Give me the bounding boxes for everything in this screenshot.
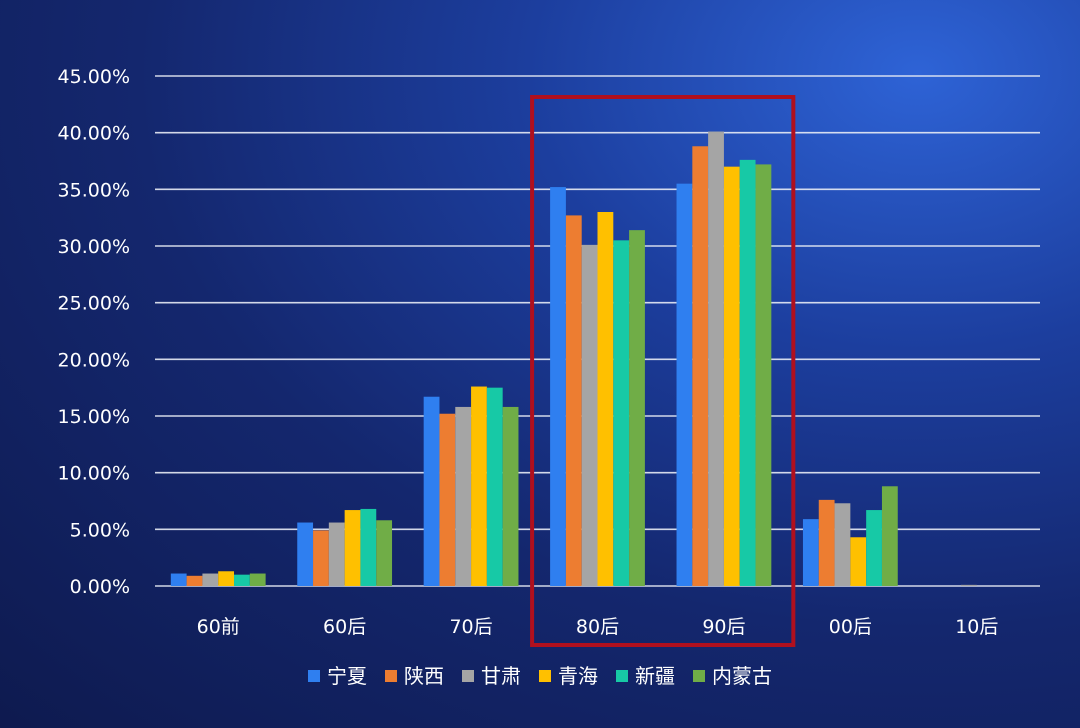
bar-内蒙古-70后	[502, 406, 519, 586]
y-tick-label: 15.00%	[58, 406, 130, 428]
y-tick-label: 10.00%	[58, 463, 130, 485]
bar-新疆-80后	[613, 240, 630, 587]
x-tick-label: 70后	[449, 616, 492, 638]
bar-甘肃-60前	[202, 573, 219, 586]
bar-陕西-60前	[186, 575, 203, 586]
y-tick-label: 35.00%	[58, 179, 130, 201]
bar-青海-80后	[597, 212, 614, 586]
bar-青海-70后	[471, 386, 487, 586]
legend-label: 新疆	[635, 664, 675, 688]
bar-宁夏-80后	[550, 187, 566, 587]
x-tick-label: 60前	[197, 616, 240, 638]
legend-label: 宁夏	[327, 664, 367, 688]
legend-swatch	[385, 670, 397, 682]
y-tick-label: 20.00%	[58, 349, 130, 371]
bar-青海-60前	[218, 571, 235, 586]
bar-甘肃-80后	[581, 244, 598, 586]
highlight-rectangle	[530, 95, 796, 647]
bar-甘肃-60后	[328, 522, 345, 586]
bar-新疆-00后	[866, 510, 882, 586]
bar-内蒙古-90后	[755, 164, 772, 586]
bar-内蒙古-60后	[376, 520, 393, 586]
legend-label: 青海	[558, 664, 598, 688]
x-tick-label: 10后	[955, 616, 998, 638]
bar-陕西-70后	[439, 413, 456, 586]
x-tick-label: 00后	[829, 616, 872, 638]
legend-swatch	[462, 670, 474, 682]
x-tick-label: 90后	[702, 616, 745, 638]
bar-宁夏-70后	[423, 396, 440, 586]
y-tick-label: 25.00%	[58, 293, 130, 315]
bar-陕西-60后	[313, 530, 329, 586]
bar-新疆-60后	[360, 508, 377, 586]
bar-陕西-90后	[692, 146, 709, 586]
bar-宁夏-60前	[170, 573, 187, 586]
bar-新疆-90后	[739, 159, 756, 586]
bar-内蒙古-00后	[881, 486, 898, 586]
bar-甘肃-70后	[455, 406, 472, 586]
x-tick-label: 80后	[576, 616, 619, 638]
bar-青海-90后	[723, 166, 740, 586]
y-tick-label: 0.00%	[70, 576, 130, 598]
bar-青海-00后	[850, 537, 867, 586]
y-tick-label: 30.00%	[58, 236, 130, 258]
legend-swatch	[308, 670, 320, 682]
bar-宁夏-00后	[802, 519, 819, 586]
legend: 宁夏 陕西 甘肃 青海 新疆 内蒙古	[308, 664, 772, 688]
bar-青海-60后	[344, 510, 361, 586]
bars	[170, 131, 977, 587]
bar-宁夏-60后	[297, 522, 314, 586]
x-axis-ticks: 60前 60后 70后 80后 90后 00后 10后	[197, 616, 999, 638]
legend-swatch	[693, 670, 705, 682]
bar-内蒙古-80后	[629, 230, 645, 586]
legend-swatch	[539, 670, 551, 682]
legend-label: 甘肃	[481, 664, 521, 688]
y-axis-ticks: 0.00% 5.00% 10.00% 15.00% 20.00% 25.00% 30.00%…	[58, 66, 130, 598]
bar-宁夏-90后	[676, 183, 693, 586]
bar-新疆-60前	[234, 574, 250, 586]
legend-label: 内蒙古	[712, 664, 772, 688]
bar-内蒙古-60前	[249, 573, 266, 586]
bar-甘肃-00后	[834, 503, 851, 586]
highlight-box	[530, 95, 796, 647]
legend-label: 陕西	[404, 664, 444, 688]
bar-甘肃-10后	[960, 584, 977, 586]
bar-甘肃-90后	[708, 131, 724, 587]
bar-新疆-70后	[486, 387, 503, 586]
bar-陕西-80后	[565, 215, 582, 586]
legend-swatch	[616, 670, 628, 682]
bar-陕西-00后	[818, 499, 835, 586]
y-tick-label: 40.00%	[58, 123, 130, 145]
y-tick-label: 45.00%	[58, 66, 130, 88]
y-tick-label: 5.00%	[70, 519, 130, 541]
x-tick-label: 60后	[323, 616, 366, 638]
